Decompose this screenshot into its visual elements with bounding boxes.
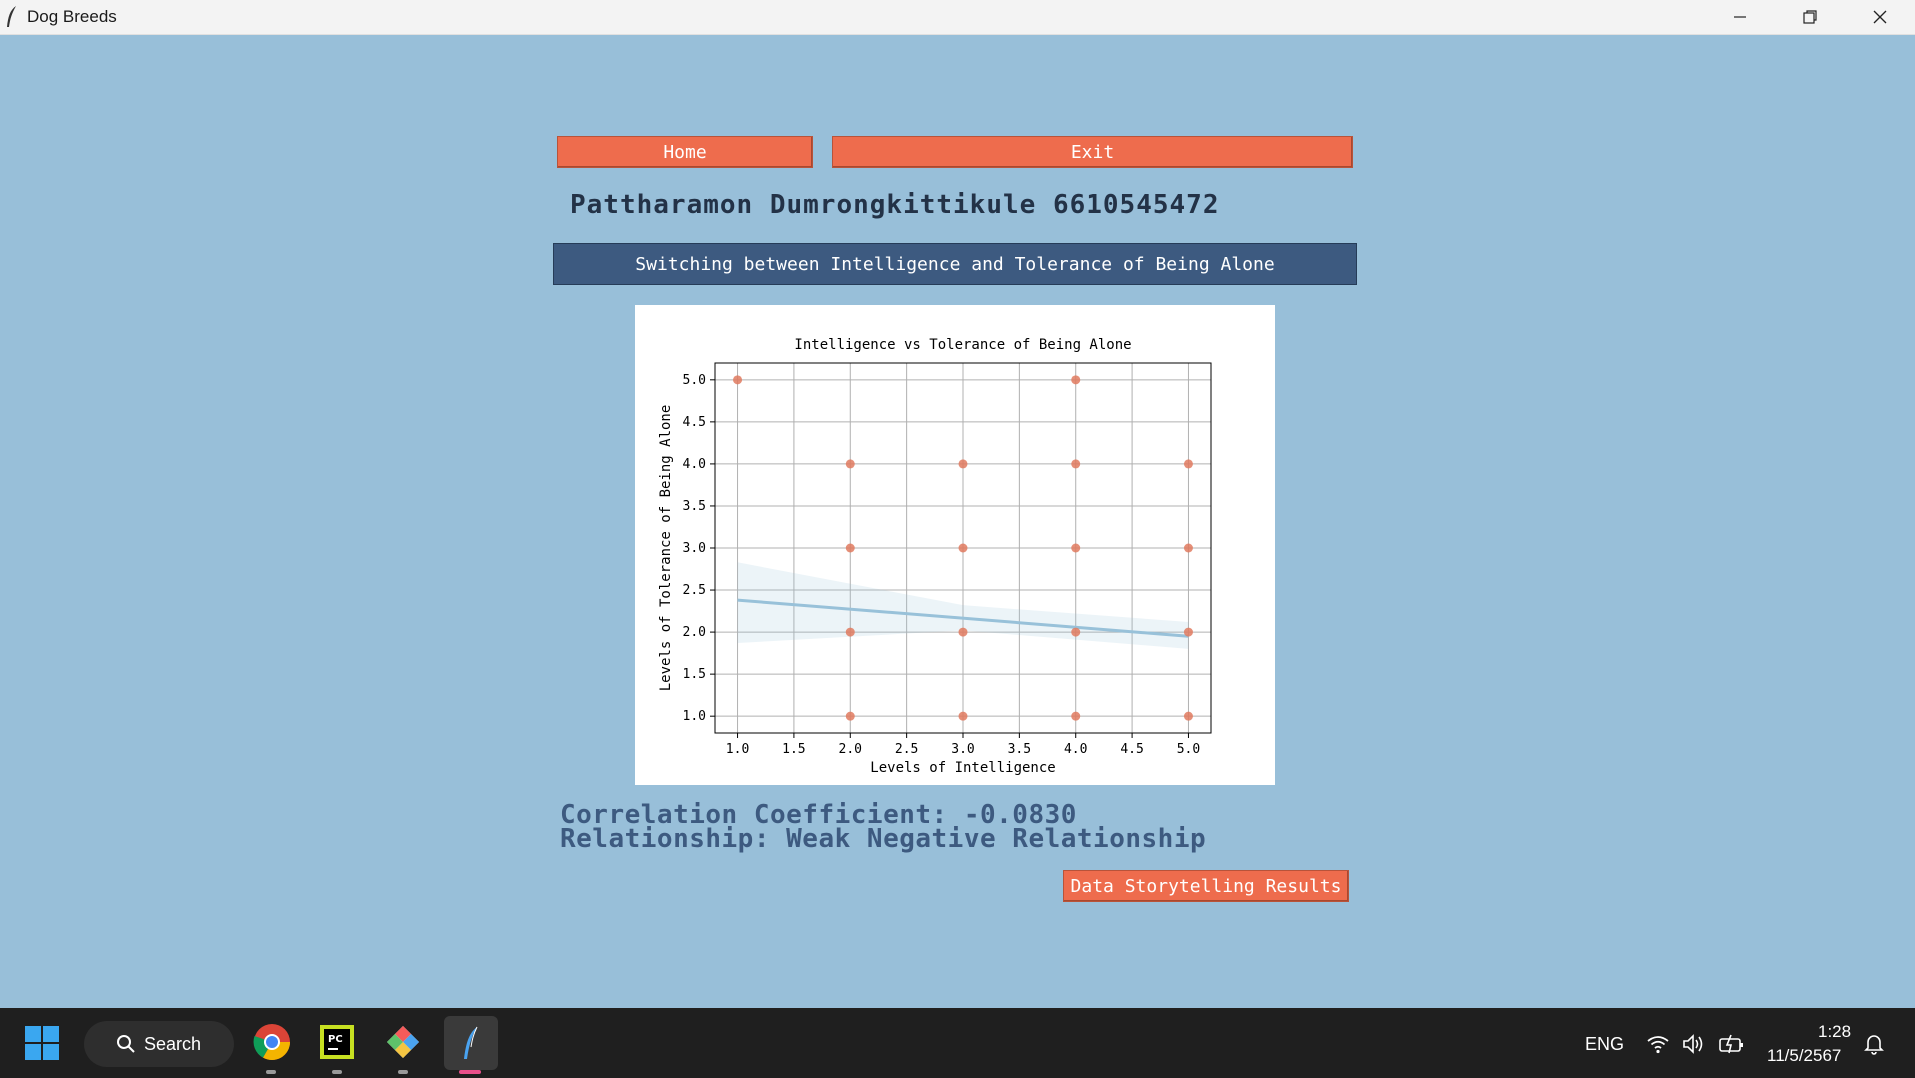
data-storytelling-button[interactable]: Data Storytelling Results [1063,870,1349,902]
y-tick-label: 2.5 [683,583,706,598]
correlation-coefficient-label: Correlation Coefficient: -0.0830 [560,800,1077,830]
close-button[interactable] [1845,0,1915,34]
plot-frame [714,362,1212,734]
restore-icon [1803,10,1817,24]
data-point [845,627,855,637]
x-tick-label: 2.0 [839,742,862,757]
data-point [845,543,855,553]
search-label: Search [144,1033,202,1054]
y-tick-label: 5.0 [683,373,706,388]
x-tick-label: 4.0 [1064,742,1087,757]
data-point [733,375,743,385]
y-tick-label: 1.5 [683,667,706,682]
x-tick-label: 1.0 [726,742,749,757]
data-point [958,543,968,553]
exit-button[interactable]: Exit [832,136,1353,168]
data-point [1071,711,1081,721]
data-point [1183,627,1193,637]
data-point [958,711,968,721]
relationship-label: Relationship: Weak Negative Relationship [560,824,1207,854]
y-tick-label: 4.0 [683,457,706,472]
taskbar-app-tool[interactable] [382,1021,424,1063]
clock-time[interactable]: 1:28 [1818,1022,1852,1041]
pycharm-icon: PC [320,1025,354,1059]
taskbar-search[interactable]: Search [84,1021,234,1067]
search-icon [117,1035,135,1053]
volume-icon[interactable] [1681,1032,1707,1056]
language-indicator[interactable]: ENG [1585,1034,1625,1054]
x-tick-label: 2.5 [895,742,918,757]
chrome-icon [253,1024,290,1061]
y-tick-label: 4.5 [683,415,706,430]
y-axis-label: Levels of Tolerance of Being Alone [658,405,674,692]
x-tick-label: 4.5 [1120,742,1143,757]
running-indicator [398,1070,408,1074]
chart-title: Intelligence vs Tolerance of Being Alone [794,337,1131,353]
wifi-icon[interactable] [1645,1032,1671,1056]
start-button[interactable] [22,1023,62,1063]
feather-icon [464,1026,478,1059]
y-tick-label: 3.5 [683,499,706,514]
battery-icon[interactable] [1718,1032,1746,1056]
data-point [1183,711,1193,721]
data-point [1183,459,1193,469]
active-indicator [459,1070,481,1074]
y-tick-label: 3.0 [683,541,706,556]
notification-bell-icon[interactable] [1862,1032,1886,1056]
data-point [1071,543,1081,553]
y-tick-label: 1.0 [683,709,706,724]
regression-line [737,598,1189,638]
scatter-chart: Intelligence vs Tolerance of Being Alone… [658,337,1212,776]
restore-button[interactable] [1775,0,1845,34]
switch-variables-button[interactable]: Switching between Intelligence and Toler… [553,243,1357,285]
data-point [958,627,968,637]
running-indicator [266,1070,276,1074]
x-tick-label: 3.5 [1008,742,1031,757]
x-tick-label: 1.5 [782,742,805,757]
clock-date[interactable]: 11/5/2567 [1767,1046,1842,1065]
windows-logo-icon [25,1026,59,1060]
data-point [845,711,855,721]
taskbar-app-dog-breeds[interactable] [444,1016,498,1070]
chart-panel: Intelligence vs Tolerance of Being Alone… [635,305,1275,785]
minimize-button[interactable] [1705,0,1775,34]
data-point [958,459,968,469]
x-axis-label: Levels of Intelligence [870,760,1055,776]
y-tick-label: 2.0 [683,625,706,640]
data-point [1071,459,1081,469]
taskbar-app-pycharm[interactable]: PC [316,1021,358,1063]
data-point [1071,627,1081,637]
app-diamond-icon [387,1026,419,1058]
close-icon [1873,10,1887,24]
running-indicator [332,1070,342,1074]
feather-icon [7,6,16,27]
x-tick-label: 3.0 [951,742,974,757]
home-button[interactable]: Home [557,136,813,168]
data-point [1183,543,1193,553]
student-name-label: Pattharamon Dumrongkittikule 6610545472 [570,190,1220,220]
data-point [1071,375,1081,385]
window-titlebar: Dog Breeds [0,0,1915,35]
data-point [845,459,855,469]
taskbar: Search PC ENG [0,1008,1915,1078]
x-tick-label: 5.0 [1177,742,1200,757]
taskbar-app-chrome[interactable] [250,1020,294,1064]
svg-text:PC: PC [328,1034,343,1045]
window-title: Dog Breeds [27,7,117,26]
minimize-icon [1734,16,1746,18]
